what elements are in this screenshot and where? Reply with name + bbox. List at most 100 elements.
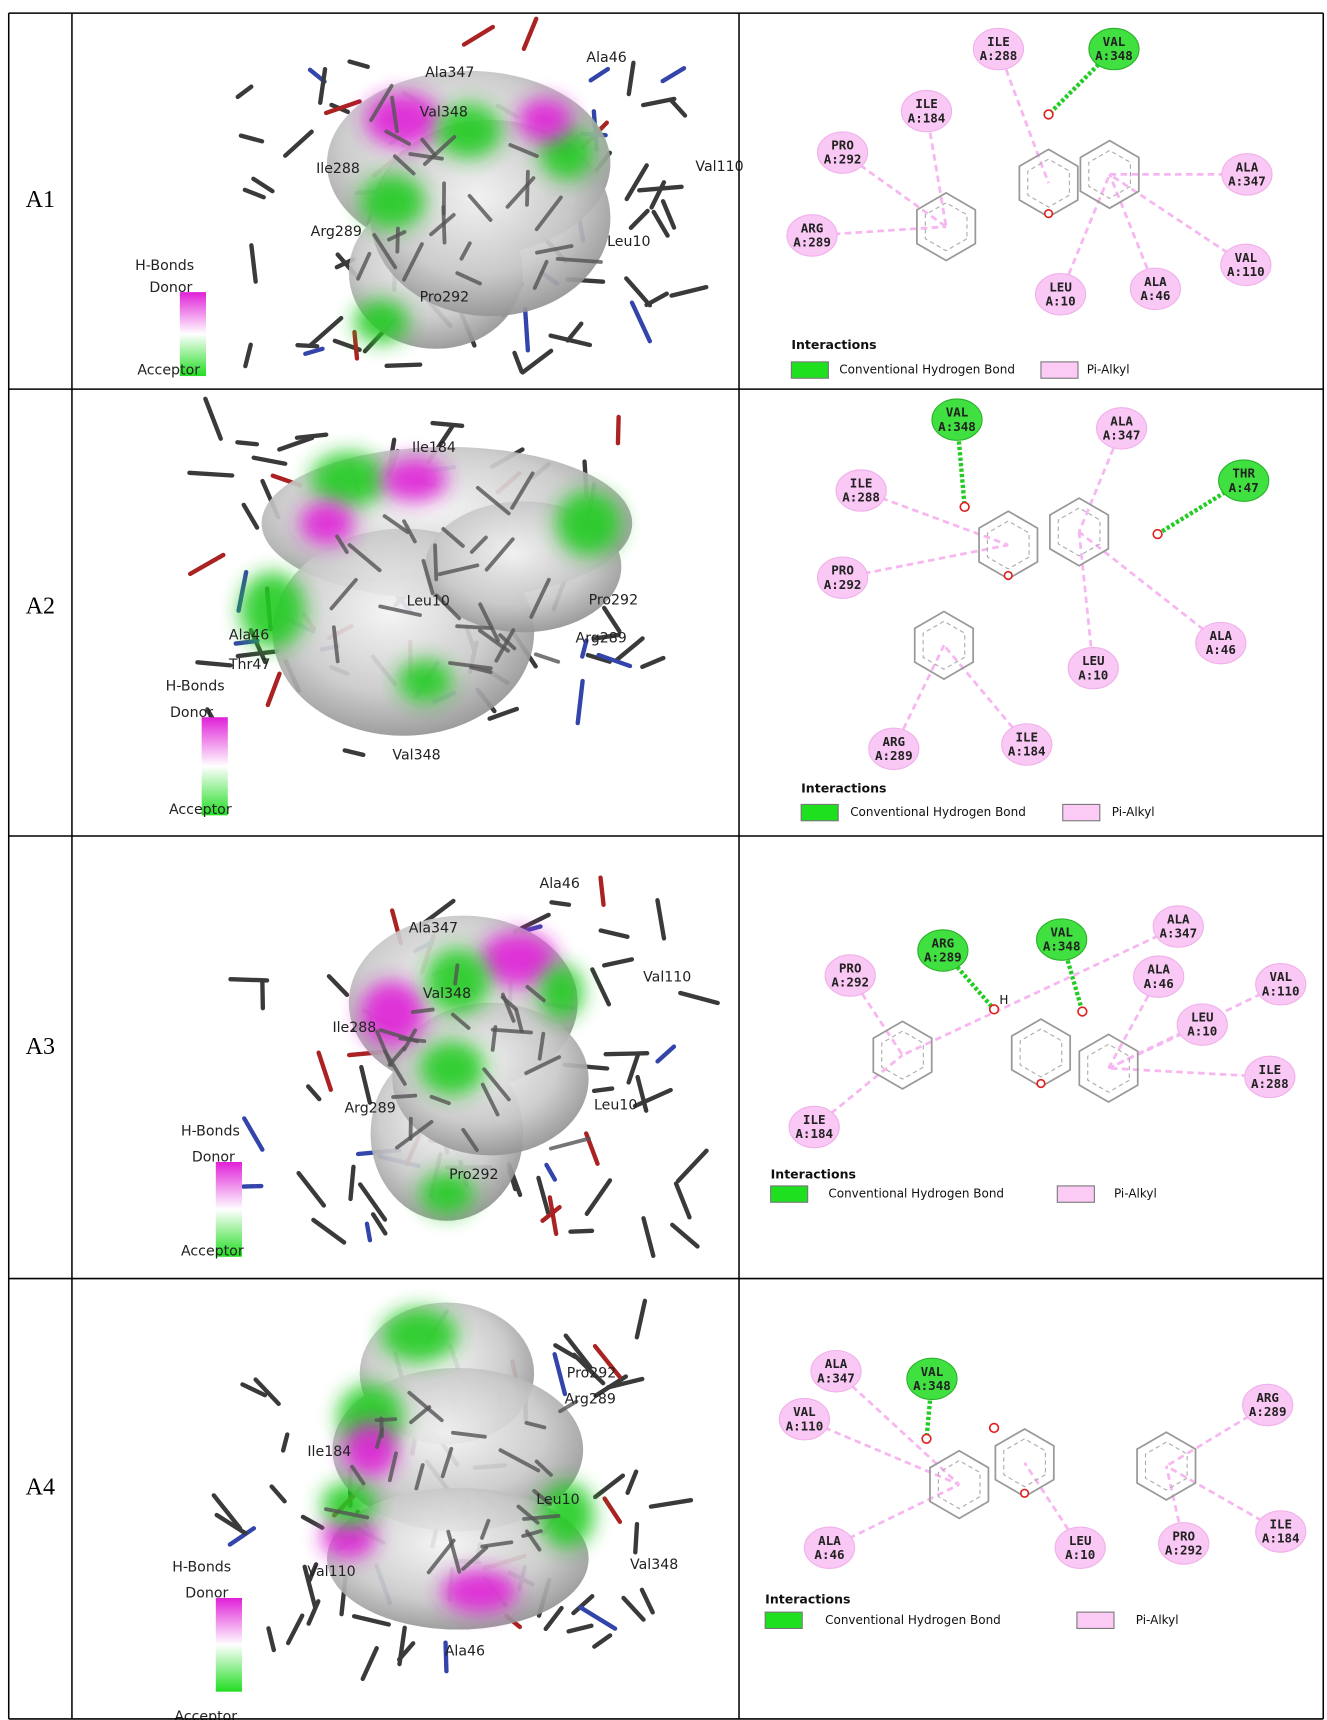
stick bbox=[190, 555, 223, 574]
oxygen bbox=[1044, 110, 1053, 119]
surface-patch bbox=[518, 98, 573, 142]
interaction-diagram: HARGA:289VALA:348ALAA:347PROA:292ALAA:46… bbox=[771, 906, 1306, 1202]
pi-alkyl-line bbox=[1079, 532, 1221, 643]
residue-chain: A:292 bbox=[824, 577, 862, 592]
stick bbox=[658, 1047, 674, 1062]
residue-label: Leu10 bbox=[594, 1097, 637, 1113]
stick bbox=[627, 165, 647, 199]
residue-label: Ala46 bbox=[586, 50, 626, 66]
legend-swatch bbox=[801, 804, 838, 820]
legend-donor: Donor bbox=[170, 705, 213, 721]
docking-3d-view: Ile184Leu10Pro292Arg289Ala46Thr47Val348H… bbox=[166, 399, 664, 818]
residue-name: ALA bbox=[1147, 962, 1170, 977]
pi-alkyl-line bbox=[1110, 174, 1246, 264]
residue-name: VAL bbox=[1050, 925, 1073, 940]
surface-patch bbox=[360, 981, 425, 1046]
stick bbox=[345, 750, 364, 754]
stick bbox=[377, 1419, 396, 1420]
stick bbox=[635, 1524, 637, 1552]
stick bbox=[671, 101, 685, 116]
residue-name: PRO bbox=[831, 138, 854, 153]
stick bbox=[628, 1472, 637, 1493]
oxygen bbox=[1021, 1489, 1029, 1497]
stick bbox=[538, 1178, 548, 1213]
stick bbox=[523, 351, 551, 373]
stick bbox=[568, 324, 582, 341]
residue-chain: A:292 bbox=[824, 152, 862, 167]
legend-swatch bbox=[765, 1612, 802, 1628]
stick bbox=[205, 399, 220, 439]
stick bbox=[643, 99, 674, 105]
residue-chain: A:289 bbox=[1249, 1404, 1287, 1419]
surface-patch bbox=[420, 1041, 485, 1096]
legend-swatch bbox=[1077, 1612, 1114, 1628]
surface-patch bbox=[398, 659, 453, 703]
residue-label: Val348 bbox=[423, 986, 471, 1002]
residue-name: LEU bbox=[1082, 653, 1105, 668]
surface-patch bbox=[382, 458, 447, 502]
residue-label: Ile184 bbox=[307, 1444, 351, 1460]
stick bbox=[361, 1067, 370, 1103]
legend-title: Interactions bbox=[791, 337, 876, 352]
stick bbox=[663, 201, 674, 227]
surface-patch bbox=[556, 491, 621, 556]
legend-item: Conventional Hydrogen Bond bbox=[850, 805, 1026, 819]
residue-label: Val110 bbox=[643, 970, 691, 986]
stick bbox=[514, 353, 521, 372]
stick bbox=[570, 1231, 592, 1232]
residue-label: Ala46 bbox=[445, 1643, 485, 1659]
surface-patch bbox=[311, 452, 387, 507]
stick bbox=[279, 438, 312, 450]
residue-chain: A:110 bbox=[1262, 983, 1300, 998]
residue-label: Ile288 bbox=[316, 161, 360, 177]
stick bbox=[298, 345, 318, 346]
ring-aromatic bbox=[1028, 159, 1070, 207]
stick bbox=[305, 349, 322, 354]
legend-swatch bbox=[791, 362, 828, 378]
residue-label: Pro292 bbox=[449, 1167, 498, 1183]
stick bbox=[268, 674, 280, 705]
stick bbox=[354, 1616, 389, 1624]
stick bbox=[678, 1151, 706, 1181]
stick bbox=[546, 1608, 562, 1629]
residue-label: Pro292 bbox=[589, 593, 638, 609]
stick bbox=[604, 608, 619, 631]
residue-label: Ala347 bbox=[409, 921, 458, 937]
hbond-gradient bbox=[216, 1598, 242, 1692]
oxygen bbox=[1078, 1007, 1087, 1016]
legend-title: H-Bonds bbox=[181, 1123, 240, 1139]
stick bbox=[524, 19, 536, 49]
stick bbox=[578, 681, 583, 723]
stick bbox=[308, 1086, 319, 1099]
oxygen bbox=[1045, 210, 1053, 218]
stick bbox=[657, 900, 664, 938]
residue-name: ALA bbox=[1144, 274, 1167, 289]
stick bbox=[601, 931, 628, 937]
stick bbox=[351, 1167, 354, 1199]
stick bbox=[433, 423, 463, 426]
residue-chain: A:292 bbox=[831, 975, 869, 990]
stick bbox=[525, 309, 528, 350]
residue-chain: A:347 bbox=[1103, 428, 1141, 443]
legend-swatch bbox=[1063, 804, 1100, 820]
residue-chain: A:289 bbox=[924, 950, 962, 965]
residue-name: VAL bbox=[921, 1364, 944, 1379]
residue-label: Val110 bbox=[695, 159, 743, 175]
stick bbox=[676, 1184, 689, 1218]
oxygen bbox=[1004, 572, 1012, 580]
residue-name: ALA bbox=[1167, 911, 1190, 926]
legend-swatch bbox=[1041, 362, 1078, 378]
docking-3d-view: Ala46Ala347Val110Val348Ile288Arg289Leu10… bbox=[181, 876, 718, 1259]
stick bbox=[663, 68, 684, 81]
stick bbox=[464, 27, 493, 45]
pi-alkyl-line bbox=[804, 1419, 959, 1484]
stick bbox=[546, 1165, 554, 1180]
stick bbox=[367, 1224, 370, 1241]
surface-patch bbox=[382, 1308, 458, 1363]
oxygen bbox=[990, 1005, 999, 1014]
residue-name: LEU bbox=[1191, 1010, 1214, 1025]
residue-chain: A:347 bbox=[1228, 174, 1266, 189]
interaction-diagram: ILEA:288VALA:348ILEA:184PROA:292ALAA:347… bbox=[787, 28, 1272, 378]
residue-name: ILE bbox=[915, 96, 938, 111]
stick bbox=[397, 228, 398, 251]
